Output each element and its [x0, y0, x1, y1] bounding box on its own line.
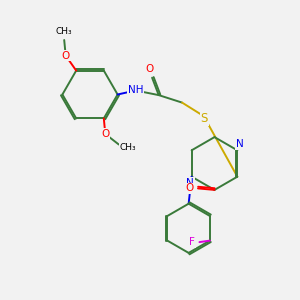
Text: NH: NH	[128, 85, 143, 95]
Text: O: O	[101, 129, 110, 139]
Text: F: F	[189, 237, 195, 247]
Text: O: O	[145, 64, 153, 74]
Text: O: O	[61, 51, 70, 61]
Text: O: O	[185, 183, 194, 194]
Text: CH₃: CH₃	[119, 143, 136, 152]
Text: N: N	[236, 139, 244, 149]
Text: CH₃: CH₃	[56, 27, 73, 36]
Text: S: S	[201, 112, 208, 125]
Text: N: N	[186, 178, 194, 188]
